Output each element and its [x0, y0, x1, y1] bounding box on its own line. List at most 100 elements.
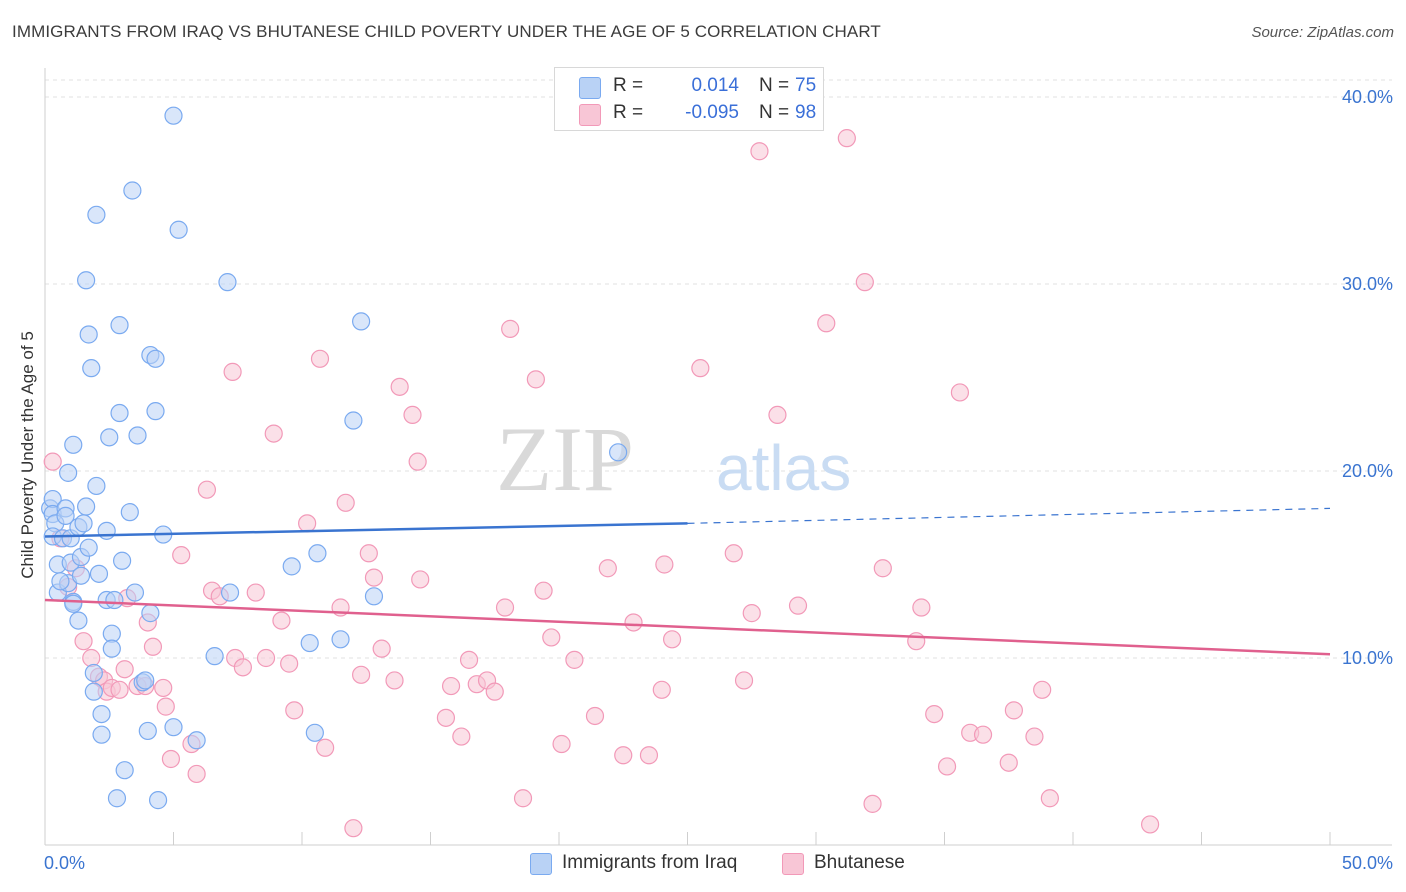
iraq-point: [123, 181, 142, 200]
bhutanese-point: [344, 819, 363, 838]
bhutanese-point: [436, 708, 456, 727]
iraq-point: [609, 443, 628, 462]
iraq-point: [120, 503, 139, 522]
iraq-point: [84, 682, 103, 701]
bhutanese-point: [855, 273, 874, 292]
bhutanese-point: [565, 650, 584, 669]
iraq-point: [300, 633, 319, 653]
r-label: R =: [613, 102, 644, 123]
bhutanese-point: [1025, 727, 1044, 746]
iraq-point: [331, 630, 350, 649]
iraq-point: [169, 220, 188, 239]
iraq-trend-line: [44, 522, 688, 538]
bhutanese-point: [526, 370, 545, 389]
y-tick-label: 10.0%: [1342, 648, 1393, 668]
iraq-point: [87, 205, 106, 224]
bhutanese-point: [542, 628, 561, 647]
iraq-point: [84, 663, 103, 683]
r-label: R =: [613, 75, 644, 96]
iraq-point: [146, 349, 165, 368]
iraq-point: [112, 551, 132, 570]
bhutanese-point: [336, 493, 355, 512]
bhutanese-point: [513, 789, 533, 808]
bhutanese-trend-line: [44, 598, 1331, 656]
iraq-point: [220, 583, 240, 602]
bhutanese-point: [359, 544, 378, 563]
bhutanese-legend-swatch: [782, 853, 804, 875]
bhutanese-point: [161, 749, 181, 769]
bhutanese-point: [501, 319, 520, 338]
bhutanese-point: [837, 129, 856, 148]
bhutanese-point: [817, 314, 836, 333]
iraq-points: [41, 106, 628, 810]
iraq-point: [56, 506, 75, 525]
iraq-point: [71, 566, 91, 585]
bhutanese-point: [256, 648, 276, 668]
iraq-point: [305, 723, 324, 742]
bhutanese-point: [459, 650, 479, 669]
y-tick-label: 30.0%: [1342, 274, 1393, 294]
n-value: 75: [795, 75, 817, 96]
axes: [44, 68, 1392, 846]
bhutanese-point: [280, 654, 299, 673]
iraq-point: [128, 426, 147, 445]
bhutanese-point: [390, 377, 409, 396]
bhutanese-point: [950, 383, 970, 402]
iraq-point: [51, 572, 70, 591]
bhutanese-point: [264, 424, 283, 443]
watermark-atlas: atlas: [716, 432, 851, 504]
bhutanese-point: [691, 359, 710, 378]
iraq-point: [102, 639, 121, 658]
iraq-point: [89, 564, 109, 583]
iraq-point: [69, 611, 88, 630]
bhutanese-point: [768, 405, 787, 424]
iraq-point: [344, 411, 363, 430]
bhutanese-point: [385, 671, 404, 690]
bhutanese-point: [999, 753, 1018, 772]
iraq-point: [74, 514, 93, 533]
iraq-point: [187, 731, 206, 750]
n-label: N =: [759, 75, 790, 96]
bhutanese-point: [403, 405, 422, 424]
bhutanese-point: [172, 546, 191, 565]
bhutanese-point: [742, 604, 761, 623]
grid-lines: [45, 79, 1392, 659]
bhutanese-point: [912, 598, 931, 617]
iraq-point: [164, 718, 183, 737]
iraq-point: [218, 273, 237, 292]
iraq-point: [282, 557, 301, 576]
bhutanese-point: [614, 746, 633, 765]
n-value: 98: [795, 102, 817, 123]
legend-label: Bhutanese: [814, 852, 905, 873]
iraq-point: [79, 538, 98, 557]
bhutanese-point: [352, 665, 371, 684]
iraq-point: [97, 521, 116, 540]
iraq-point: [64, 435, 83, 454]
iraq-point: [64, 594, 83, 613]
bhutanese-point: [310, 349, 330, 368]
iraq-point: [82, 359, 101, 378]
iraq-point: [77, 271, 96, 290]
y-tick-label: 20.0%: [1342, 461, 1393, 481]
iraq-swatch: [579, 77, 601, 99]
bhutanese-point: [1040, 789, 1059, 808]
bhutanese-point: [143, 637, 163, 656]
iraq-legend-swatch: [530, 853, 552, 875]
bhutanese-point: [441, 676, 461, 696]
bhutanese-point: [973, 725, 993, 744]
iraq-point: [364, 587, 384, 606]
legend-label: Immigrants from Iraq: [562, 852, 738, 873]
bhutanese-point: [655, 555, 674, 574]
iraq-trend-extension: [687, 507, 1331, 524]
iraq-point: [164, 106, 183, 125]
iraq-point: [110, 403, 129, 423]
bhutanese-point: [907, 632, 926, 651]
iraq-point: [87, 476, 106, 496]
bhutanese-point: [223, 362, 242, 381]
iraq-point: [77, 497, 96, 516]
bhutanese-point: [662, 630, 682, 649]
bhutanese-point: [364, 568, 384, 587]
bhutanese-point: [408, 452, 427, 471]
tick-labels: 10.0% 20.0% 30.0% 40.0% 0.0% 50.0%: [44, 87, 1393, 873]
